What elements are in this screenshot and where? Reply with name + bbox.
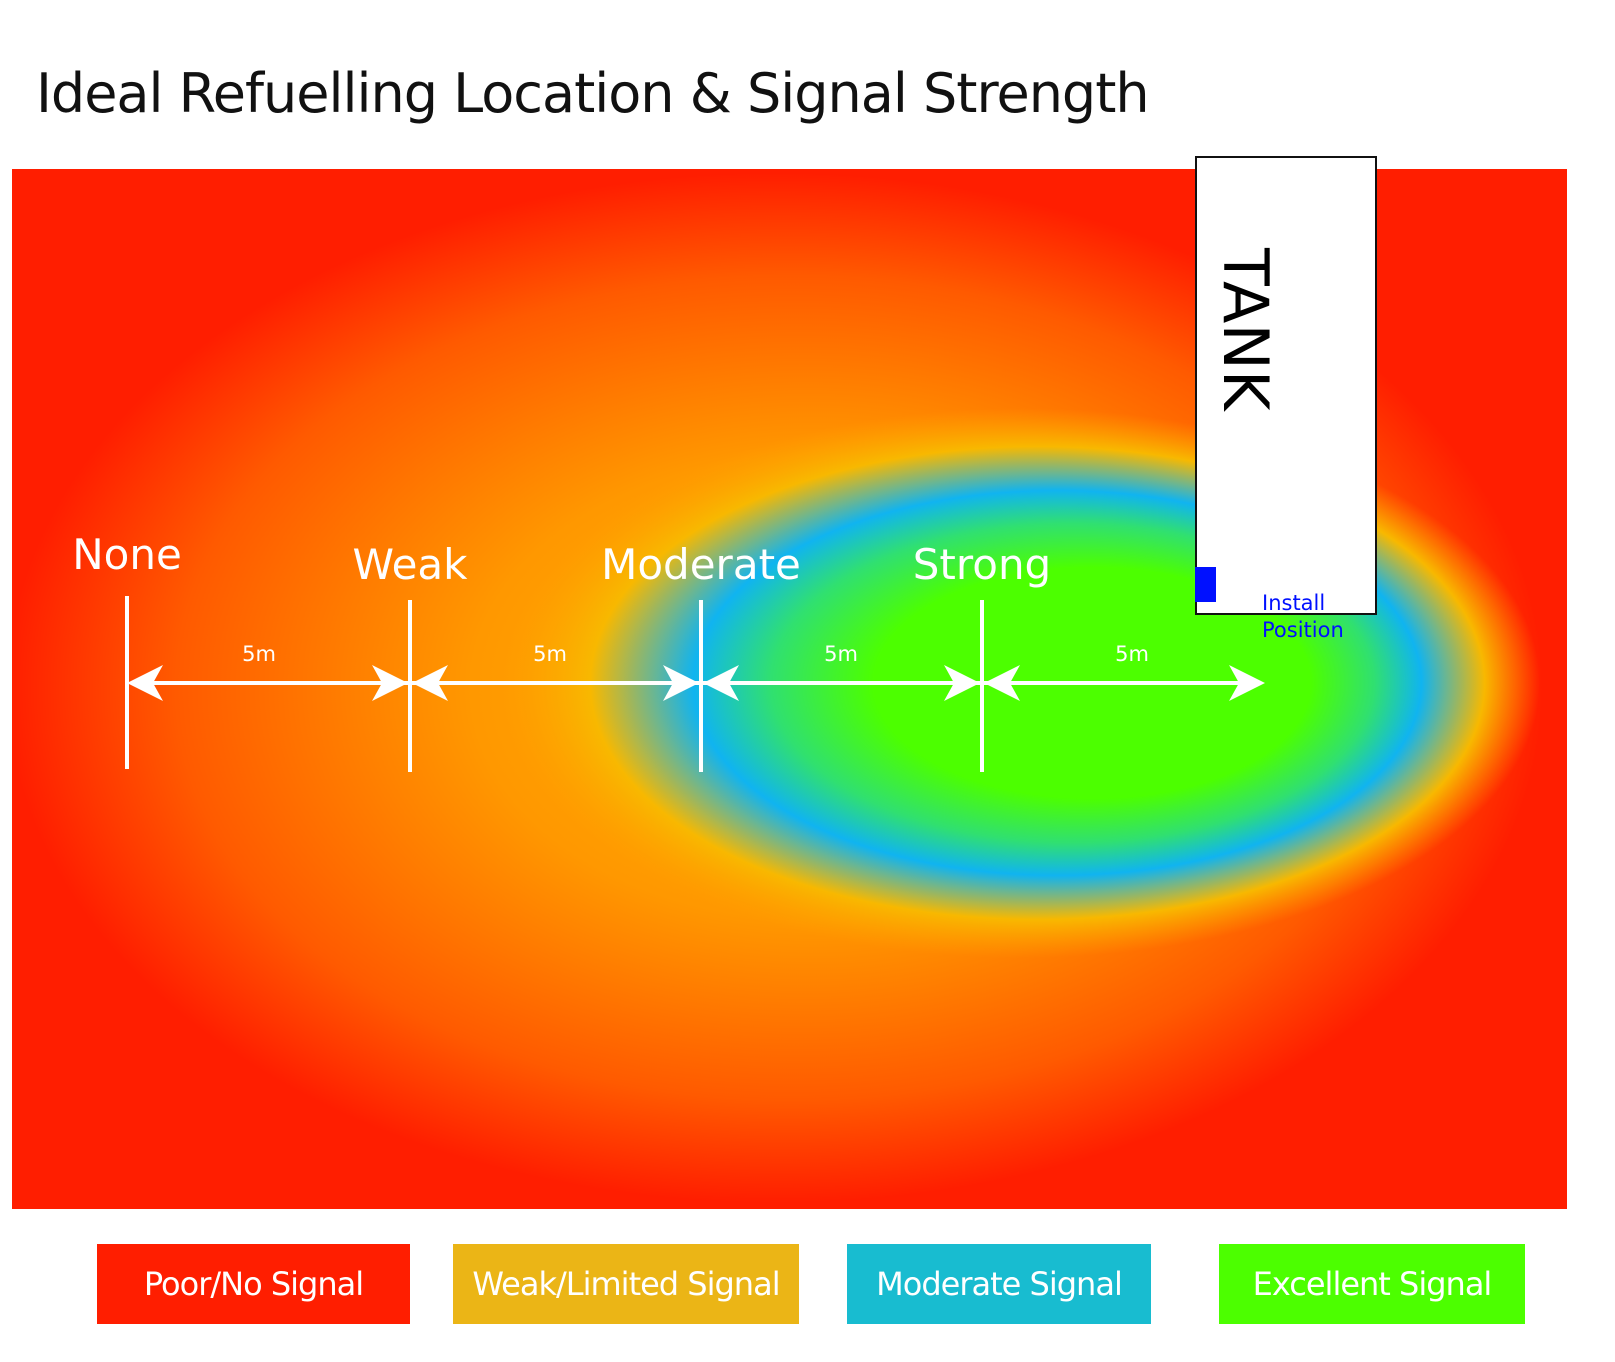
marker-label-strong: Strong <box>912 540 1052 589</box>
arrowhead-icon <box>412 665 448 701</box>
marker-label-moderate: Moderate <box>601 540 801 589</box>
arrowhead-icon <box>984 665 1020 701</box>
install-position-label: Install Position <box>1262 590 1344 644</box>
arrowheads <box>127 665 1265 701</box>
marker-label-none: None <box>72 530 182 579</box>
arrowhead-icon <box>372 665 408 701</box>
distance-label: 5m <box>824 642 858 666</box>
arrowhead-icon <box>1229 665 1265 701</box>
install-label-line1: Install <box>1262 591 1326 615</box>
legend-weak-signal: Weak/Limited Signal <box>453 1244 799 1324</box>
install-position-marker <box>1195 567 1216 602</box>
tank-label: TANK <box>1209 248 1282 411</box>
tank <box>1195 156 1377 615</box>
distance-label: 5m <box>1115 642 1149 666</box>
distance-label: 5m <box>533 642 567 666</box>
diagram-title: Ideal Refuelling Location & Signal Stren… <box>36 62 1150 125</box>
arrowhead-icon <box>127 665 163 701</box>
install-label-line2: Position <box>1262 618 1344 642</box>
marker-label-weak: Weak <box>352 540 468 589</box>
distance-label: 5m <box>242 642 276 666</box>
legend-poor-signal: Poor/No Signal <box>97 1244 410 1324</box>
arrowhead-icon <box>703 665 739 701</box>
legend-moderate-signal: Moderate Signal <box>847 1244 1151 1324</box>
legend-excellent-signal: Excellent Signal <box>1219 1244 1525 1324</box>
arrowhead-icon <box>663 665 699 701</box>
arrowhead-icon <box>944 665 980 701</box>
